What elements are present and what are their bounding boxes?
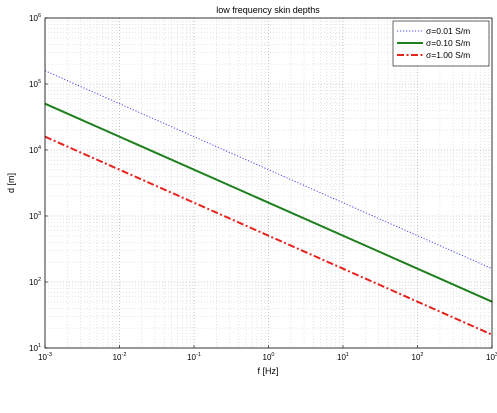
y-tick-label: 104 [29, 145, 41, 155]
x-tick-label: 10-3 [38, 352, 52, 362]
y-tick-label: 101 [29, 343, 41, 353]
x-tick-label: 102 [412, 352, 424, 362]
legend: σ=0.01 S/m σ=0.10 S/m σ=1.00 S/m [392, 20, 490, 67]
legend-label-2: σ=0.10 S/m [426, 38, 470, 48]
series-line-3 [44, 135, 493, 336]
y-axis-label: d [m] [6, 173, 16, 193]
series-line-2 [44, 102, 493, 303]
legend-label-3: σ=1.00 S/m [426, 50, 470, 60]
series-lines [44, 70, 493, 336]
series-line-1 [44, 70, 493, 270]
y-axis-ticks: 101 102 103 104 105 106 [29, 13, 48, 353]
y-tick-label: 103 [29, 211, 41, 221]
legend-items: σ=0.01 S/m σ=0.10 S/m σ=1.00 S/m [397, 26, 470, 60]
x-tick-label: 101 [337, 352, 349, 362]
y-tick-label: 106 [29, 13, 41, 23]
y-tick-label: 102 [29, 277, 41, 287]
x-tick-label: 10-2 [113, 352, 127, 362]
x-tick-label: 103 [486, 352, 497, 362]
y-tick-label: 105 [29, 79, 41, 89]
x-tick-label: 10-1 [187, 352, 201, 362]
x-axis-label: f [Hz] [257, 366, 278, 376]
legend-label-1: σ=0.01 S/m [426, 26, 470, 36]
x-axis-ticks: 10-3 10-2 10-1 100 101 102 103 [38, 345, 497, 362]
chart-title: low frequency skin depths [216, 5, 320, 15]
x-tick-label: 100 [263, 352, 275, 362]
